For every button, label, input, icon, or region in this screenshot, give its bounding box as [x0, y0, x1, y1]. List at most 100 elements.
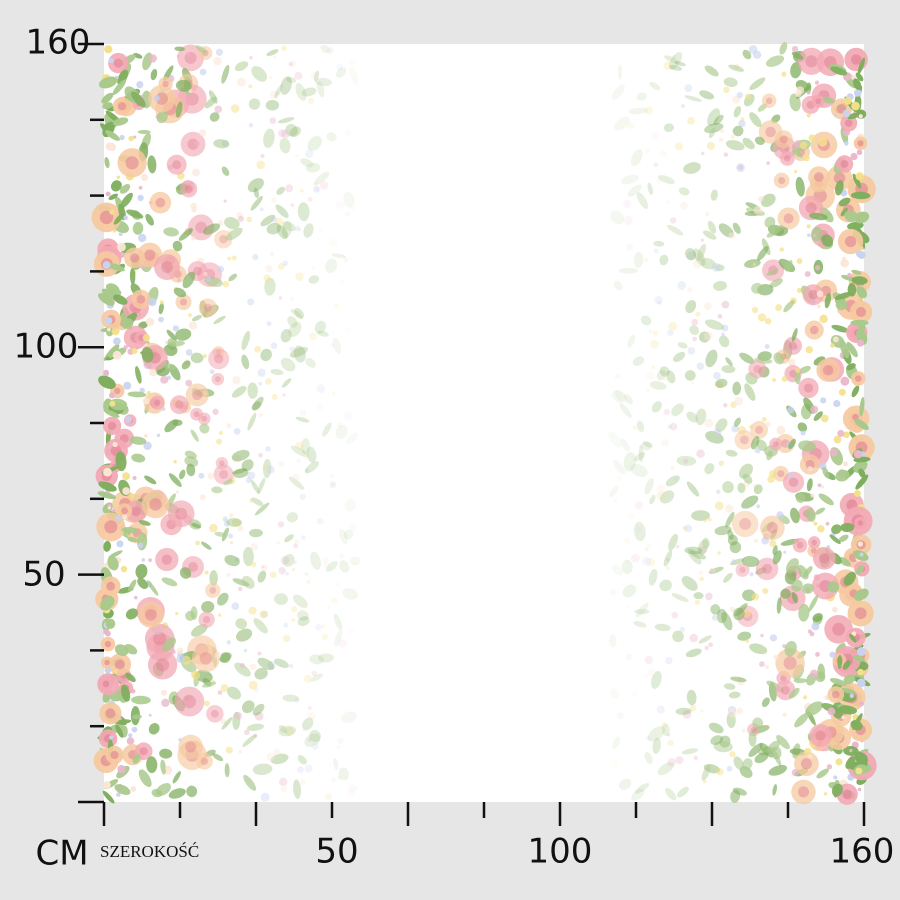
leaf	[723, 77, 738, 88]
blossom	[136, 80, 144, 89]
leaf	[137, 577, 148, 590]
blossom	[352, 563, 356, 567]
leaf	[318, 653, 334, 663]
blossom	[111, 327, 120, 336]
blossom	[104, 45, 113, 54]
leaf	[795, 492, 806, 503]
leaf	[840, 207, 848, 217]
blossom	[277, 262, 285, 270]
blossom	[700, 709, 704, 713]
leaf	[739, 766, 753, 779]
flower-center	[805, 202, 817, 214]
leaf	[856, 286, 868, 299]
blossom	[667, 739, 674, 747]
blossom	[278, 777, 288, 787]
leaf	[657, 175, 675, 184]
leaf	[749, 77, 766, 90]
blossom	[248, 123, 254, 128]
blossom	[214, 652, 222, 660]
blossom	[855, 767, 863, 775]
blossom	[833, 435, 842, 444]
blossom	[253, 687, 259, 693]
flower-center	[811, 539, 818, 546]
leaf	[675, 707, 692, 715]
flower	[798, 377, 819, 399]
flower-center	[219, 460, 225, 466]
leaf	[798, 440, 817, 452]
blossom	[226, 423, 232, 429]
leaf	[634, 608, 650, 615]
blossom	[853, 450, 863, 459]
leaf	[278, 725, 297, 737]
blossom	[335, 200, 345, 210]
blossom	[626, 243, 634, 251]
leaf	[226, 518, 243, 527]
leaf	[146, 756, 158, 774]
leaf	[175, 101, 183, 118]
blossom	[799, 141, 808, 150]
leaf	[293, 594, 308, 609]
leaf	[623, 452, 636, 472]
leaf	[113, 294, 128, 305]
leaf	[737, 482, 746, 494]
blossom	[116, 792, 121, 797]
leaf	[231, 449, 250, 462]
flower	[155, 547, 179, 572]
blossom	[247, 298, 255, 306]
leaf	[725, 449, 738, 457]
blossom	[803, 695, 808, 700]
blossom	[122, 487, 131, 495]
blossom	[291, 353, 297, 359]
blossom	[849, 748, 853, 753]
leaf	[811, 226, 823, 242]
blossom	[269, 571, 277, 579]
blossom	[634, 501, 643, 510]
leaf	[852, 78, 862, 90]
leaf	[821, 234, 834, 247]
blossom	[629, 726, 634, 730]
blossom	[810, 405, 819, 414]
blossom	[209, 369, 215, 374]
blossom	[113, 337, 121, 346]
leaf	[851, 276, 868, 285]
blossom	[261, 565, 265, 569]
blossom	[645, 735, 651, 741]
blossom	[695, 311, 701, 317]
blossom	[632, 425, 638, 431]
blossom	[104, 316, 113, 325]
blossom	[742, 609, 751, 618]
leaf	[725, 511, 735, 528]
leaf	[728, 691, 741, 699]
flower	[211, 372, 225, 386]
blossom	[338, 639, 347, 648]
flower	[141, 490, 170, 519]
leaf	[829, 534, 841, 545]
leaf	[733, 756, 744, 770]
leaf	[282, 378, 292, 388]
blossom	[753, 206, 763, 215]
blossom	[812, 233, 817, 238]
blossom	[141, 558, 146, 562]
leaf	[665, 475, 680, 487]
blossom	[188, 321, 198, 330]
leaf	[719, 735, 731, 748]
flower-center	[210, 709, 219, 718]
blossom	[108, 57, 114, 64]
leaf	[766, 269, 779, 276]
leaf	[338, 767, 349, 781]
leaf	[314, 171, 330, 186]
blossom	[687, 286, 693, 293]
blossom	[173, 459, 177, 464]
flower-center	[104, 659, 110, 666]
blossom	[330, 343, 335, 348]
blossom	[850, 152, 858, 161]
leaf	[636, 420, 645, 433]
blossom	[706, 141, 715, 151]
leaf	[666, 370, 676, 384]
blossom	[781, 375, 788, 382]
blossom	[259, 610, 268, 619]
blossom	[199, 68, 207, 76]
blossom	[123, 345, 128, 350]
blossom	[666, 557, 670, 562]
blossom	[230, 104, 240, 113]
